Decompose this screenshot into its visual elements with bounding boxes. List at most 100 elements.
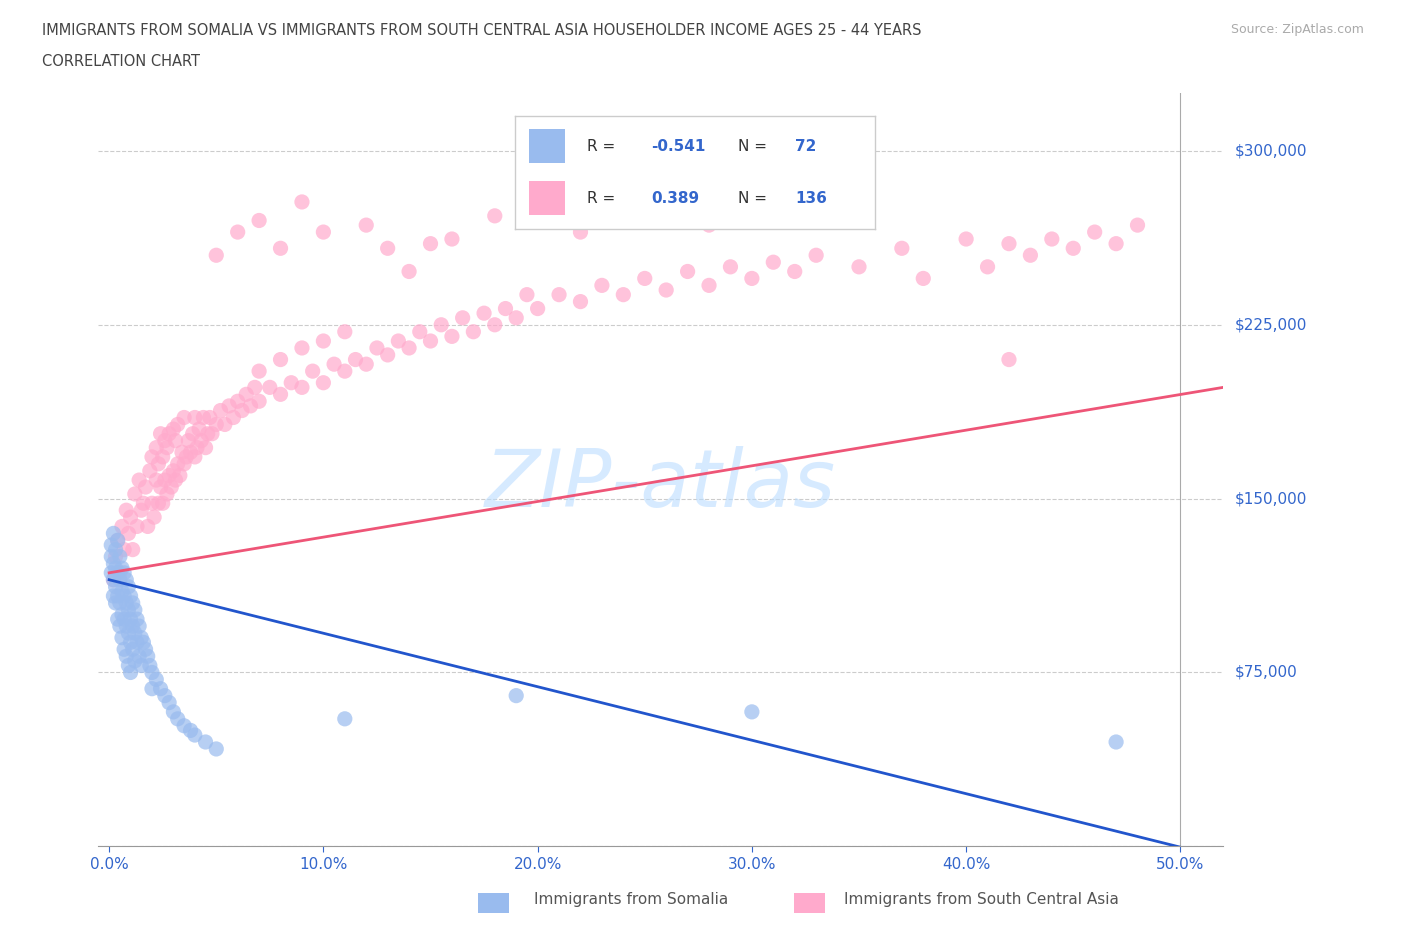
Point	[129, 631, 152, 645]
Point	[103, 589, 125, 604]
Point	[280, 376, 302, 391]
Point	[120, 510, 142, 525]
Point	[180, 723, 202, 737]
Point	[354, 357, 377, 372]
Point	[103, 556, 125, 571]
Point	[111, 631, 134, 645]
Point	[124, 486, 146, 501]
Point	[117, 579, 139, 594]
Point	[516, 287, 538, 302]
Point	[291, 340, 314, 355]
Point	[145, 472, 167, 487]
Point	[333, 711, 356, 726]
Point	[173, 718, 195, 733]
Point	[104, 595, 127, 610]
Point	[166, 457, 188, 472]
Point	[103, 572, 125, 587]
Point	[108, 572, 131, 587]
Point	[165, 472, 187, 487]
Point	[291, 380, 314, 395]
Point	[128, 649, 150, 664]
Point	[762, 255, 785, 270]
Point	[125, 635, 148, 650]
Point	[107, 565, 129, 580]
Point	[149, 682, 172, 697]
Point	[162, 704, 184, 719]
Point	[890, 241, 912, 256]
Point	[194, 440, 217, 455]
Point	[186, 440, 208, 455]
Point	[1105, 735, 1128, 750]
Point	[312, 376, 335, 391]
Point	[222, 410, 245, 425]
Point	[115, 503, 138, 518]
Point	[108, 549, 131, 564]
Point	[115, 572, 138, 587]
Point	[104, 542, 127, 557]
Point	[655, 283, 678, 298]
Point	[153, 433, 176, 448]
Point	[157, 695, 180, 710]
Point	[955, 232, 977, 246]
Point	[1105, 236, 1128, 251]
Point	[218, 398, 240, 413]
Text: $300,000: $300,000	[1234, 143, 1306, 158]
Point	[398, 264, 420, 279]
Point	[323, 357, 346, 372]
Point	[112, 542, 135, 557]
Point	[121, 618, 143, 633]
Point	[148, 496, 170, 511]
Point	[112, 565, 135, 580]
Point	[111, 607, 134, 622]
Point	[177, 433, 200, 448]
Point	[141, 496, 163, 511]
Point	[145, 440, 167, 455]
Point	[312, 334, 335, 349]
Point	[173, 457, 195, 472]
Point	[419, 334, 441, 349]
Point	[111, 561, 134, 576]
Point	[120, 665, 142, 680]
Point	[181, 426, 204, 441]
Point	[451, 311, 474, 325]
Point	[128, 472, 150, 487]
Point	[157, 426, 180, 441]
Point	[484, 208, 506, 223]
Point	[270, 352, 292, 367]
Point	[135, 480, 157, 495]
Point	[198, 410, 221, 425]
Point	[697, 278, 720, 293]
Point	[741, 271, 763, 286]
Point	[569, 225, 592, 240]
Point	[591, 278, 613, 293]
Point	[741, 704, 763, 719]
Point	[166, 417, 188, 432]
Point	[156, 486, 179, 501]
Point	[209, 403, 232, 418]
Point	[156, 440, 179, 455]
Point	[104, 561, 127, 576]
Point	[170, 445, 193, 459]
Point	[247, 364, 270, 379]
Point	[162, 421, 184, 436]
Point	[100, 538, 122, 552]
Point	[1019, 247, 1042, 262]
Point	[124, 603, 146, 618]
Text: $225,000: $225,000	[1234, 317, 1306, 332]
Point	[333, 325, 356, 339]
Point	[173, 410, 195, 425]
Point	[117, 658, 139, 673]
Point	[235, 387, 257, 402]
Point	[226, 225, 249, 240]
Point	[115, 618, 138, 633]
Point	[103, 572, 125, 587]
Point	[1040, 232, 1063, 246]
Point	[149, 480, 172, 495]
Point	[107, 533, 129, 548]
Point	[440, 329, 463, 344]
Point	[976, 259, 998, 274]
Point	[108, 618, 131, 633]
Point	[120, 589, 142, 604]
Point	[205, 247, 228, 262]
Point	[247, 393, 270, 408]
